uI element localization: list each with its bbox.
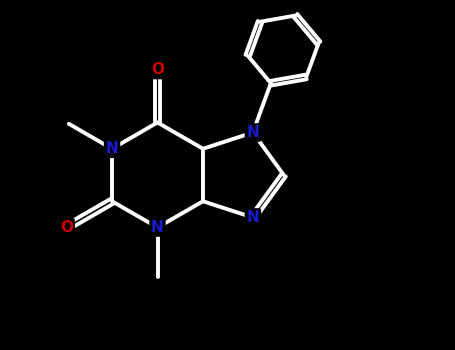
Text: N: N: [151, 220, 164, 235]
Text: N: N: [247, 210, 259, 225]
Text: N: N: [247, 125, 259, 140]
Text: O: O: [60, 220, 73, 235]
Text: N: N: [106, 141, 118, 156]
Text: O: O: [151, 63, 164, 77]
